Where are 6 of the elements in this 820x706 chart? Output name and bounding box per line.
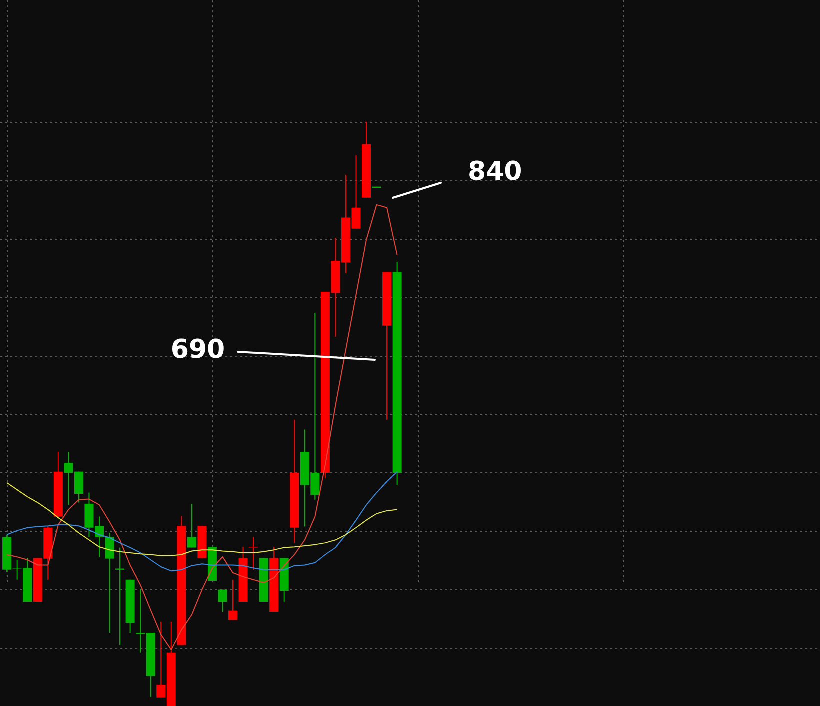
- candlestick: [105, 532, 114, 634]
- candlestick: [187, 503, 196, 548]
- candlestick: [218, 589, 228, 612]
- annotation: 690: [170, 335, 226, 365]
- candlestick: [228, 579, 238, 621]
- text: 840: [468, 157, 522, 187]
